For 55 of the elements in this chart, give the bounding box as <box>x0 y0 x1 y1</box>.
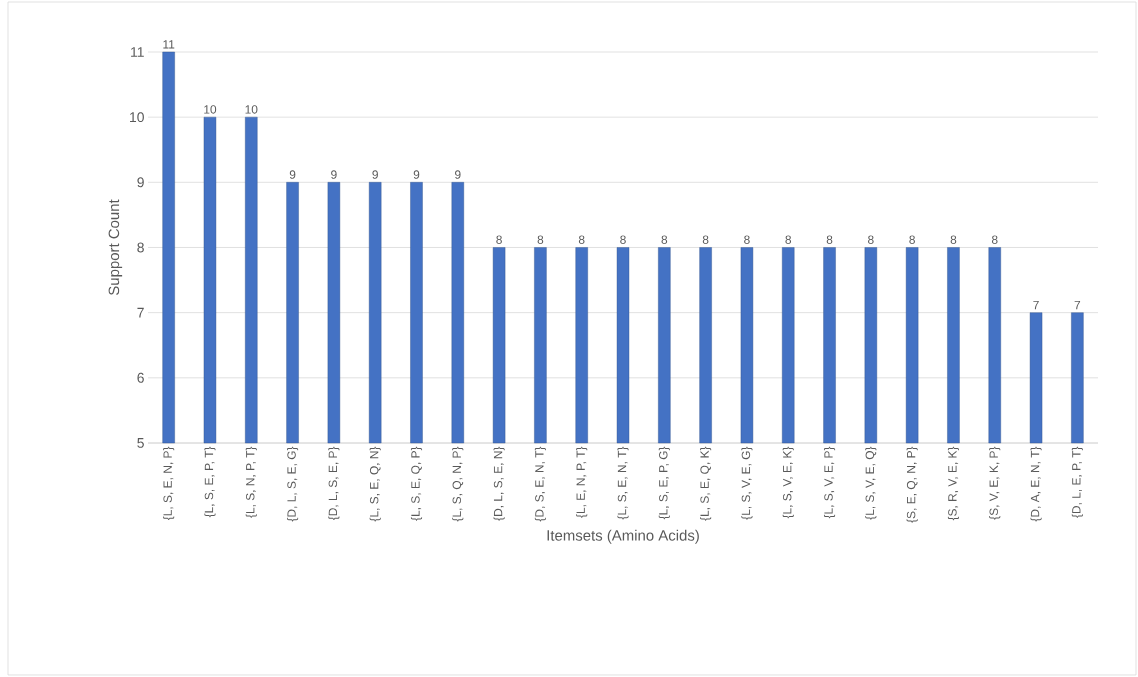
data-label: 7 <box>1033 300 1039 310</box>
data-label: 8 <box>950 235 957 244</box>
y-tick-label: 10 <box>130 112 144 123</box>
x-tick-label: {L, S, Q, N, P} <box>452 446 464 522</box>
x-tick-label: {L, S, V, E, G} <box>741 446 753 520</box>
x-tick-label: {L, E, N, P, T} <box>576 446 588 518</box>
y-tick-label: 6 <box>137 372 144 383</box>
data-label: 8 <box>537 235 544 244</box>
data-label: 8 <box>744 235 750 244</box>
data-label: 10 <box>245 105 258 114</box>
x-tick-label: {D, L, S, E, P} <box>328 446 340 521</box>
x-tick-label: {L, S, V, E, Q} <box>865 446 877 520</box>
x-tick-label: {D, L, E, P, T} <box>1071 446 1083 518</box>
y-tick-label: 7 <box>137 307 144 318</box>
data-label: 8 <box>496 235 502 244</box>
y-tick-label: 8 <box>137 242 144 253</box>
x-tick-label: {L, S, E, Q, K} <box>700 446 712 521</box>
x-tick-label: {D, L, S, E, G} <box>287 446 299 522</box>
x-tick-label: {L, S, E, N, T} <box>617 446 629 520</box>
y-axis-title: Support Count <box>108 199 123 295</box>
data-label: 9 <box>372 170 378 179</box>
data-label: 9 <box>455 170 461 179</box>
y-tick-label: 5 <box>137 438 144 448</box>
x-tick-label: {S, R, V, E, K} <box>947 446 960 521</box>
x-tick-label: {D, S, E, N, T} <box>534 446 546 522</box>
data-label: 8 <box>702 235 709 244</box>
data-label: 8 <box>620 235 626 244</box>
x-tick-label: {L, S, V, E, K} <box>782 446 794 519</box>
data-label: 7 <box>1074 300 1081 310</box>
x-tick-label: {L, S, E, P, G} <box>658 446 670 520</box>
y-tick-label: 9 <box>137 177 144 188</box>
x-tick-label: {L, S, E, Q, N} <box>369 446 381 522</box>
data-label: 8 <box>868 235 874 244</box>
x-tick-label: {L, S, E, Q, P} <box>410 446 423 521</box>
data-label: 8 <box>785 235 792 244</box>
data-label: 9 <box>331 170 337 179</box>
data-label: 8 <box>826 235 833 244</box>
data-label: 8 <box>661 235 668 244</box>
data-label: 8 <box>578 235 585 244</box>
data-label: 10 <box>204 105 217 114</box>
x-tick-label: {D, A, E, N, T} <box>1030 446 1042 522</box>
data-label: 11 <box>163 40 175 49</box>
data-label: 8 <box>991 235 998 244</box>
x-tick-label: {L, S, E, P, T} <box>204 446 216 518</box>
x-tick-label: {S, V, E, K, P} <box>989 446 1001 520</box>
x-tick-label: {D, L, S, E, N} <box>493 446 505 521</box>
y-tick-label: 11 <box>131 47 144 57</box>
data-label: 8 <box>909 235 915 244</box>
x-tick-label: {L, S, N, P, T} <box>245 446 257 518</box>
x-tick-label: {L, S, E, N, P} <box>163 446 175 521</box>
x-axis-title: Itemsets (Amino Acids) <box>547 529 699 544</box>
x-tick-label: {S, E, Q, N, P} <box>906 446 918 523</box>
data-label: 9 <box>289 170 296 179</box>
data-label: 9 <box>413 170 420 179</box>
x-tick-label: {L, S, V, E, P} <box>823 446 836 519</box>
